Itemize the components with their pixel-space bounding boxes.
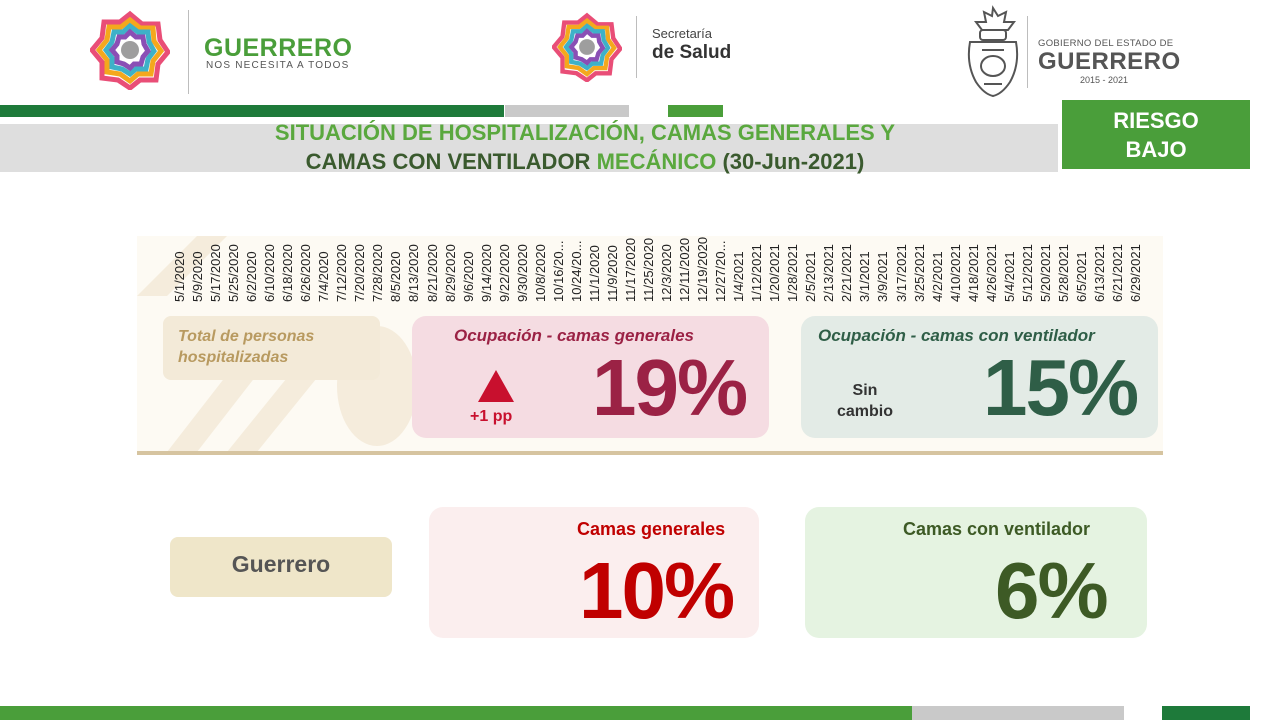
header-divider	[188, 10, 189, 94]
salud-line-1: Secretaría	[652, 26, 712, 41]
increase-triangle-icon	[478, 370, 514, 402]
chart-baseline	[137, 451, 1163, 455]
gob-line-1: GOBIERNO DEL ESTADO DE	[1038, 38, 1174, 49]
top-grey-bar	[505, 105, 629, 117]
title-part-1: SITUACIÓN DE HOSPITALIZACIÓN,	[274, 120, 645, 145]
risk-badge: RIESGO BAJO	[1062, 100, 1250, 169]
guerrero-brand-title: GUERRERO	[204, 34, 353, 62]
state-coat-of-arms-icon	[967, 5, 1019, 98]
guerrero-star-logo-icon	[90, 10, 170, 90]
general-occupancy-label: Ocupación - camas generales	[454, 326, 694, 345]
state-general-card: Camas generales 10%	[429, 507, 759, 638]
total-hospitalized-label: Total de personas hospitalizadas	[178, 328, 315, 366]
ventilator-occupancy-value: 15%	[983, 343, 1139, 432]
title-band	[0, 124, 1058, 172]
general-occupancy-card: Ocupación - camas generales +1 pp 19%	[412, 316, 769, 438]
title-part-4: MECÁNICO	[596, 149, 717, 174]
risk-badge-line-1: RIESGO	[1113, 108, 1199, 133]
gob-line-3: 2015 - 2021	[1080, 75, 1129, 85]
general-occupancy-value: 19%	[592, 343, 748, 432]
bottom-grey-bar	[912, 706, 1124, 720]
risk-badge-line-2: BAJO	[1125, 137, 1187, 162]
general-occupancy-change: +1 pp	[470, 408, 513, 425]
salud-line-2: de Salud	[652, 42, 732, 63]
state-general-value: 10%	[579, 546, 735, 635]
state-ventilator-label: Camas con ventilador	[903, 519, 1091, 539]
bottom-darkgreen-bar	[1162, 706, 1250, 720]
title-part-3: CAMAS CON VENTILADOR	[305, 149, 591, 174]
ventilator-occupancy-card: Ocupación - camas con ventilador Sin cam…	[801, 316, 1158, 438]
salud-star-logo-icon	[552, 12, 622, 82]
guerrero-brand-tagline: NOS NECESITA A TODOS	[206, 60, 350, 71]
title-part-5: (30-Jun-2021)	[722, 149, 865, 174]
gob-divider	[1027, 16, 1028, 88]
ventilator-occupancy-label: Ocupación - camas con ventilador	[818, 326, 1095, 345]
state-label: Guerrero	[231, 551, 331, 577]
state-general-label: Camas generales	[577, 519, 726, 539]
state-label-card: Guerrero	[170, 537, 392, 597]
gob-line-2: GUERRERO	[1038, 48, 1181, 75]
top-lightgreen-bar	[668, 105, 723, 117]
total-hospitalized-card: Total de personas hospitalizadas	[163, 316, 380, 380]
bottom-green-bar	[0, 706, 912, 720]
top-green-bar	[0, 105, 504, 117]
state-ventilator-value: 6%	[995, 546, 1109, 635]
ventilator-occupancy-change: Sin cambio	[836, 382, 893, 420]
page-title: SITUACIÓN DE HOSPITALIZACIÓN, CAMAS GENE…	[150, 118, 1020, 176]
title-part-2: CAMAS GENERALES Y	[650, 120, 896, 145]
salud-divider	[636, 16, 637, 78]
state-ventilator-card: Camas con ventilador 6%	[805, 507, 1147, 638]
